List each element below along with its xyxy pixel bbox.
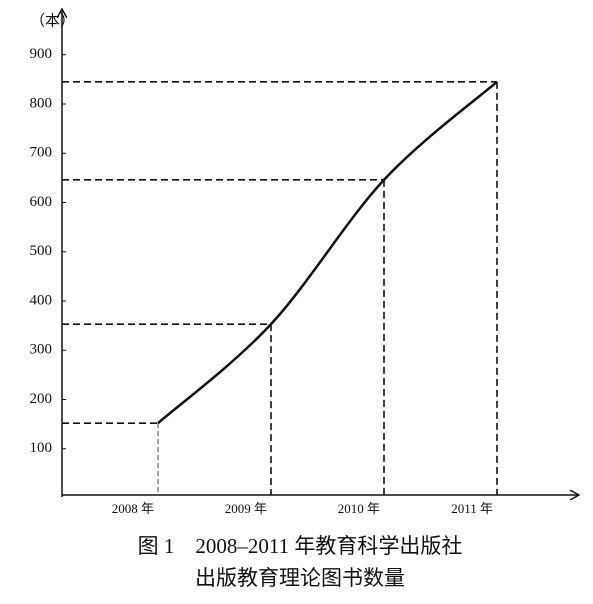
x-tick-label: 2010 年 [338,501,380,516]
y-tick-label: 900 [30,46,53,62]
y-unit: （本） [30,12,75,29]
y-tick-label: 100 [30,440,53,456]
y-tick-label: 500 [30,243,53,259]
y-tick-label: 200 [30,391,53,407]
y-tick-label: 600 [30,194,53,210]
chart-subtitle: 出版教育理论图书数量 [195,566,405,590]
chart-title: 图 1 2008–2011 年教育科学出版社 [138,534,463,558]
y-tick-label: 700 [30,145,53,161]
line [157,80,498,425]
x-tick-label: 2008 年 [112,501,154,516]
y-tick-label: 400 [30,292,53,308]
x-tick-label: 2009 年 [225,501,267,516]
y-tick-label: 800 [30,95,53,111]
y-tick-label: 300 [30,342,53,358]
x-tick-label: 2011 年 [451,501,493,516]
